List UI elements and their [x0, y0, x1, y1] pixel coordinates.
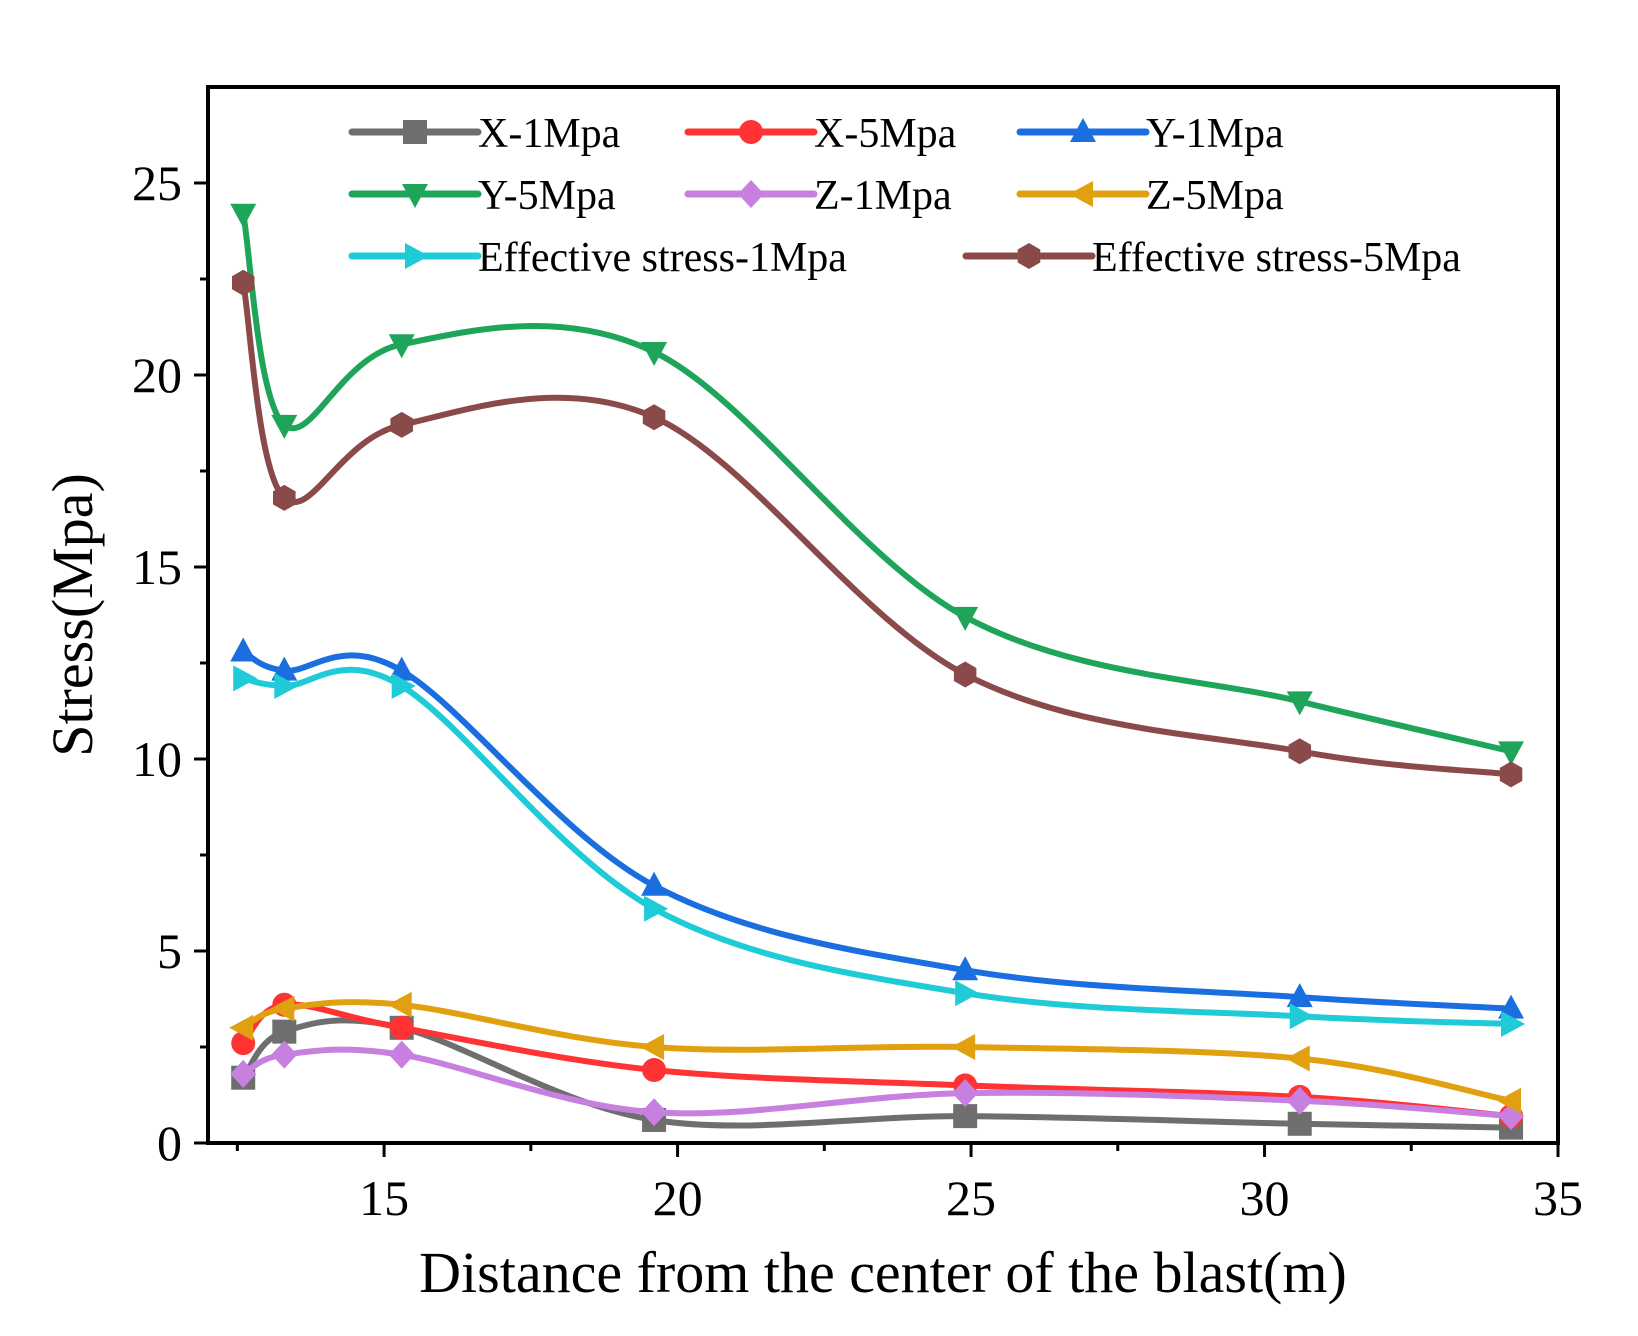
legend-item-effective-stress-5mpa: Effective stress-5Mpa: [962, 235, 1461, 281]
series-effective-stress-1mpa: [233, 665, 1526, 1037]
series-group: [229, 203, 1526, 1140]
y-tick-label-10: 10: [132, 731, 182, 787]
y-axis-title: Stress(Mpa): [40, 473, 105, 757]
series-z-1mpa: [230, 1040, 1525, 1131]
legend-label-x-5mpa: X-5Mpa: [814, 111, 957, 157]
series-y-1mpa: [230, 637, 1525, 1019]
x-tick-label-25: 25: [946, 1170, 996, 1226]
legend: X-1Mpa X-5Mpa Y-1Mpa Y-5Mpa Z-1Mpa Z-5Mpa Effe…: [348, 111, 1461, 281]
legend-label-x-1mpa: X-1Mpa: [478, 111, 621, 157]
data-point-effective-stress-5mpa-5: [1288, 738, 1311, 765]
legend-item-x-5mpa: X-5Mpa: [684, 111, 957, 157]
y-tick-label-20: 20: [132, 347, 182, 403]
legend-marker-effective-stress-5mpa: [1017, 243, 1041, 269]
data-point-z-1mpa-4: [952, 1079, 979, 1108]
plot-frame: [206, 85, 1560, 1145]
legend-marker-x-5mpa: [739, 120, 763, 144]
data-point-y-5mpa-3: [641, 341, 668, 366]
legend-item-y-5mpa: Y-5Mpa: [348, 173, 616, 219]
data-point-effective-stress-5mpa-4: [953, 661, 977, 688]
legend-label-effective-stress-1mpa: Effective stress-1Mpa: [478, 235, 847, 281]
data-point-x-1mpa-5: [1287, 1111, 1312, 1136]
legend-label-y-5mpa: Y-5Mpa: [478, 173, 616, 219]
data-point-y-5mpa-6: [1498, 741, 1525, 766]
data-point-y-5mpa-2: [388, 334, 415, 359]
x-tick-label-15: 15: [359, 1170, 409, 1226]
data-point-effective-stress-1mpa-3: [644, 895, 669, 922]
legend-label-z-5mpa: Z-5Mpa: [1146, 173, 1284, 219]
data-point-z-5mpa-1: [270, 995, 295, 1022]
data-point-x-1mpa-4: [953, 1104, 978, 1129]
legend-item-y-1mpa: Y-1Mpa: [1016, 111, 1284, 157]
data-point-effective-stress-1mpa-2: [391, 673, 416, 700]
data-point-z-5mpa-2: [387, 991, 412, 1018]
legend-item-x-1mpa: X-1Mpa: [348, 111, 621, 157]
data-point-effective-stress-5mpa-6: [1499, 761, 1523, 788]
data-point-effective-stress-1mpa-6: [1501, 1010, 1526, 1037]
data-point-effective-stress-1mpa-5: [1289, 1003, 1314, 1030]
data-point-z-1mpa-1: [271, 1040, 298, 1069]
data-point-z-5mpa-3: [640, 1034, 665, 1060]
data-point-z-5mpa-4: [951, 1034, 976, 1060]
data-point-z-1mpa-0: [230, 1059, 257, 1088]
data-point-y-1mpa-3: [641, 871, 668, 896]
legend-item-z-5mpa: Z-5Mpa: [1016, 173, 1284, 219]
legend-item-effective-stress-1mpa: Effective stress-1Mpa: [348, 235, 847, 281]
data-point-x-5mpa-3: [642, 1058, 667, 1083]
legend-label-z-1mpa: Z-1Mpa: [814, 173, 952, 219]
y-tick-label-5: 5: [157, 923, 182, 979]
y-tick-label-25: 25: [132, 155, 182, 211]
data-point-effective-stress-1mpa-0: [233, 665, 258, 692]
y-tick-label-0: 0: [157, 1115, 182, 1171]
data-point-z-5mpa-5: [1285, 1045, 1310, 1072]
x-tick-label-30: 30: [1240, 1170, 1290, 1226]
data-point-y-1mpa-4: [952, 956, 979, 981]
data-point-y-1mpa-0: [230, 637, 257, 662]
series-z-5mpa: [229, 991, 1522, 1114]
legend-marker-effective-stress-1mpa: [405, 243, 429, 269]
x-tick-label-35: 35: [1533, 1170, 1583, 1226]
data-point-z-1mpa-5: [1286, 1086, 1313, 1115]
data-point-y-5mpa-0: [230, 203, 257, 228]
data-point-y-1mpa-1: [271, 656, 298, 681]
data-point-y-5mpa-5: [1286, 691, 1313, 716]
data-point-y-5mpa-1: [271, 414, 298, 439]
data-point-effective-stress-1mpa-4: [955, 980, 980, 1007]
x-axis-title: Distance from the center of the blast(m): [419, 1240, 1347, 1305]
x-tick-label-20: 20: [653, 1170, 703, 1226]
legend-marker-x-1mpa: [403, 120, 427, 144]
legend-marker-y-5mpa: [402, 184, 428, 208]
data-point-y-1mpa-5: [1286, 983, 1313, 1008]
data-point-effective-stress-1mpa-1: [274, 673, 299, 700]
data-point-x-1mpa-1: [272, 1019, 297, 1044]
data-point-z-5mpa-0: [229, 1014, 254, 1041]
series-y-5mpa: [230, 203, 1525, 766]
data-point-y-1mpa-2: [388, 656, 415, 681]
data-point-effective-stress-5mpa-3: [642, 404, 666, 431]
data-point-effective-stress-5mpa-0: [232, 269, 255, 296]
data-point-z-1mpa-3: [641, 1098, 668, 1127]
legend-item-z-1mpa: Z-1Mpa: [684, 173, 952, 219]
data-point-z-1mpa-2: [388, 1040, 415, 1069]
legend-marker-z-5mpa: [1069, 181, 1093, 207]
series-effective-stress-5mpa: [232, 269, 1523, 788]
data-point-y-1mpa-6: [1498, 994, 1525, 1019]
data-point-y-5mpa-4: [952, 606, 979, 631]
legend-marker-z-1mpa: [738, 180, 764, 208]
data-point-x-5mpa-2: [389, 1015, 414, 1040]
axes-ticks: 15 20 25 30 35 0 5 10 15 20 25: [132, 155, 1583, 1226]
legend-label-y-1mpa: Y-1Mpa: [1146, 111, 1284, 157]
legend-marker-y-1mpa: [1070, 118, 1096, 142]
y-tick-label-15: 15: [132, 539, 182, 595]
data-point-z-5mpa-6: [1497, 1087, 1522, 1114]
data-point-effective-stress-5mpa-1: [273, 484, 296, 511]
legend-label-effective-stress-5mpa: Effective stress-5Mpa: [1092, 235, 1461, 281]
data-point-effective-stress-5mpa-2: [390, 411, 413, 438]
